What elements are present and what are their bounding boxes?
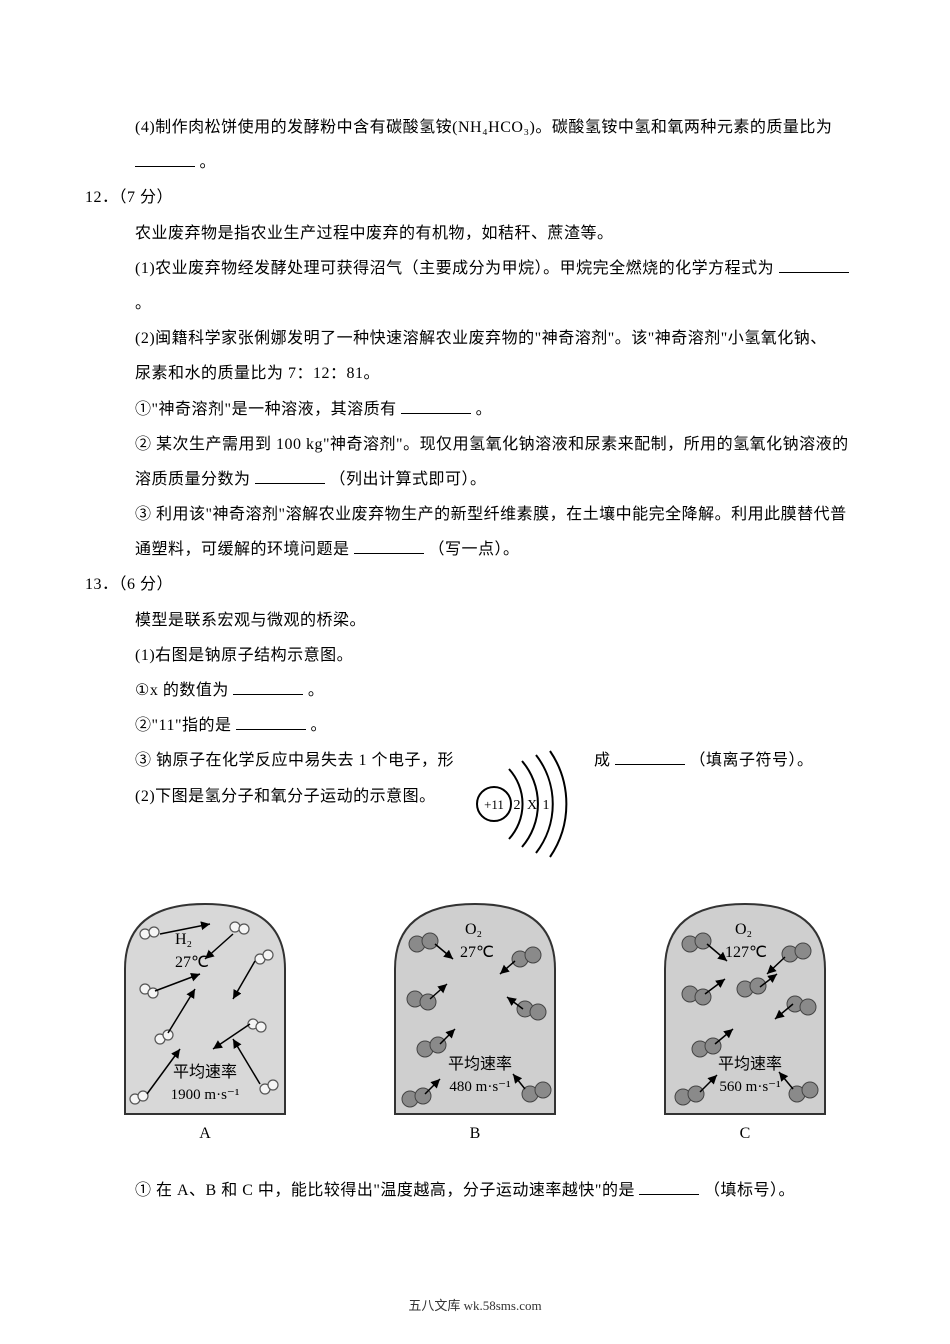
- bell-C: O₂ 127℃: [645, 889, 845, 1119]
- diag-B-letter: B: [365, 1125, 585, 1143]
- q12-p2-3b-blank: [354, 537, 424, 554]
- q12-p2b: 尿素和水的质量比为 7：12：81。: [85, 356, 865, 391]
- q13-p1-3b-a: 成: [594, 752, 611, 769]
- diag-A-rate: 1900 m·s⁻¹: [171, 1087, 240, 1103]
- page: (4)制作肉松饼使用的发酵粉中含有碳酸氢铵(NH₄HCO₃)。碳酸氢铵中氢和氧两…: [0, 0, 950, 1344]
- q13-last-a: ① 在 A、B 和 C 中，能比较得出"温度越高，分子运动速率越快"的是: [135, 1182, 635, 1199]
- diag-C-letter: C: [635, 1125, 855, 1143]
- q13-p1-3-row: ③ 钠原子在化学反应中易失去 1 个电子，形 (2)下图是氢分子和氧分子运动的示…: [85, 743, 865, 859]
- q12-p2a: (2)闽籍科学家张俐娜发明了一种快速溶解农业废弃物的"神奇溶剂"。该"神奇溶剂"…: [85, 321, 865, 356]
- atom-diagram: +11 2 X 1: [454, 743, 594, 859]
- q12-p2-2b: 溶质质量分数为 （列出计算式即可）。: [85, 462, 865, 497]
- atom-shell2: 2: [514, 798, 521, 813]
- atom-shell3: X: [527, 798, 537, 813]
- q13-last-b: （填标号）。: [704, 1182, 795, 1199]
- q13-intro: 模型是联系宏观与微观的桥梁。: [85, 603, 865, 638]
- q13-last-blank: [639, 1178, 699, 1195]
- diag-B-label: O₂: [465, 921, 482, 938]
- q12-intro: 农业废弃物是指农业生产过程中废弃的有机物，如秸秆、蔗渣等。: [85, 216, 865, 251]
- q13-last: ① 在 A、B 和 C 中，能比较得出"温度越高，分子运动速率越快"的是 （填标…: [85, 1173, 865, 1208]
- diag-C-rate-label: 平均速率: [718, 1055, 782, 1073]
- q13-p1-1-blank: [233, 678, 303, 695]
- diag-B-temp: 27℃: [460, 944, 494, 961]
- q11-part4-text: (4)制作肉松饼使用的发酵粉中含有碳酸氢铵(NH₄HCO₃)。碳酸氢铵中氢和氧两…: [135, 119, 832, 136]
- q13-p1-3-left: ③ 钠原子在化学反应中易失去 1 个电子，形: [135, 743, 454, 778]
- q12-p2-1b: 。: [476, 401, 493, 418]
- q13-p1-2b: 。: [310, 717, 327, 734]
- q13-p1-2: ②"11"指的是 。: [85, 708, 865, 743]
- q13-p1-2-blank: [236, 713, 306, 730]
- footer: 五八文库 wk.58sms.com: [0, 1295, 950, 1314]
- diagram-A: H₂ 27℃: [95, 889, 315, 1143]
- q13-p2: (2)下图是氢分子和氧分子运动的示意图。: [135, 779, 454, 814]
- q13-p1-2a: ②"11"指的是: [135, 717, 231, 734]
- q12-p2-3b-a: 通塑料，可缓解的环境问题是: [135, 541, 350, 558]
- diag-B-rate-label: 平均速率: [448, 1055, 512, 1073]
- q11-blank: [135, 150, 195, 167]
- diag-A-label: H₂: [175, 931, 192, 948]
- diag-A-letter: A: [95, 1125, 315, 1143]
- q13-p1-3-right: 成 （填离子符号）。: [594, 743, 814, 778]
- q12-p2-3a: ③ 利用该"神奇溶剂"溶解农业废弃物生产的新型纤维素膜，在土壤中能完全降解。利用…: [85, 497, 865, 532]
- atom-center: +11: [484, 797, 504, 812]
- q12-p2-3b-b: （写一点）。: [429, 541, 520, 558]
- diag-A-temp: 27℃: [175, 954, 209, 971]
- q12-p1-blank: [779, 256, 849, 273]
- q13-p1-1a: ①x 的数值为: [135, 682, 229, 699]
- q13-p1-3-blank: [615, 748, 685, 765]
- q13-p1-3a: ③ 钠原子在化学反应中易失去 1 个电子，形: [135, 752, 454, 769]
- q12-p2-1: ①"神奇溶剂"是一种溶液，其溶质有 。: [85, 392, 865, 427]
- atom-svg: +11 2 X 1: [464, 749, 584, 859]
- q11-part4: (4)制作肉松饼使用的发酵粉中含有碳酸氢铵(NH₄HCO₃)。碳酸氢铵中氢和氧两…: [85, 110, 865, 180]
- diagram-C: O₂ 127℃: [635, 889, 855, 1143]
- diagram-B: O₂ 27℃: [365, 889, 585, 1143]
- q12-p1b: 。: [135, 295, 152, 312]
- q12-header: 12．（7 分）: [85, 180, 865, 215]
- q13-p1-3b-b: （填离子符号）。: [690, 752, 814, 769]
- q12-p1: (1)农业废弃物经发酵处理可获得沼气（主要成分为甲烷）。甲烷完全燃烧的化学方程式…: [85, 251, 865, 321]
- q12-p2-3b: 通塑料，可缓解的环境问题是 （写一点）。: [85, 532, 865, 567]
- q12-p2-1-blank: [401, 397, 471, 414]
- molecule-diagrams: H₂ 27℃: [85, 889, 865, 1143]
- diag-C-rate: 560 m·s⁻¹: [719, 1079, 780, 1095]
- diag-A-rate-label: 平均速率: [173, 1063, 237, 1081]
- atom-shell4: 1: [543, 798, 550, 813]
- q13-p1-1b: 。: [308, 682, 325, 699]
- q12-p1a: (1)农业废弃物经发酵处理可获得沼气（主要成分为甲烷）。甲烷完全燃烧的化学方程式…: [135, 260, 774, 277]
- q12-p2-1a: ①"神奇溶剂"是一种溶液，其溶质有: [135, 401, 397, 418]
- q12-p2-2b-blank: [255, 467, 325, 484]
- q13-p1-1: ①x 的数值为 。: [85, 673, 865, 708]
- bell-A: H₂ 27℃: [105, 889, 305, 1119]
- q13-header: 13．（6 分）: [85, 567, 865, 602]
- diag-C-temp: 127℃: [725, 944, 767, 961]
- q12-p2-2b-b: （列出计算式即可）。: [330, 471, 487, 488]
- q12-p2-2a: ② 某次生产需用到 100 kg"神奇溶剂"。现仅用氢氧化钠溶液和尿素来配制，所…: [85, 427, 865, 462]
- q13-p1: (1)右图是钠原子结构示意图。: [85, 638, 865, 673]
- diag-C-label: O₂: [735, 921, 752, 938]
- q12-p2-2b-a: 溶质质量分数为: [135, 471, 251, 488]
- diag-B-rate: 480 m·s⁻¹: [449, 1079, 510, 1095]
- bell-B: O₂ 27℃: [375, 889, 575, 1119]
- q11-end: 。: [200, 154, 217, 171]
